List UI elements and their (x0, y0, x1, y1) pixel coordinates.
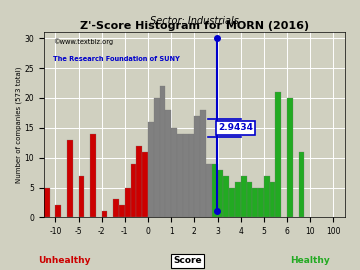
Text: 2.9434: 2.9434 (218, 123, 253, 132)
Bar (78, 176, 84, 217)
Bar (206, 164, 212, 217)
Bar (55, 205, 61, 217)
Bar (148, 122, 154, 217)
Bar (90, 134, 96, 217)
Bar (136, 146, 142, 217)
Bar (287, 98, 293, 217)
Bar (223, 176, 229, 217)
Bar (125, 188, 131, 217)
Bar (217, 170, 223, 217)
Text: Score: Score (173, 256, 202, 265)
Bar (183, 134, 189, 217)
Bar (159, 86, 165, 217)
Bar (264, 176, 270, 217)
Bar (229, 188, 235, 217)
Bar (258, 188, 264, 217)
Text: Sector: Industrials: Sector: Industrials (150, 16, 239, 26)
Bar (67, 140, 73, 217)
Bar (200, 110, 206, 217)
Bar (275, 92, 281, 217)
Bar (113, 200, 119, 217)
Text: The Research Foundation of SUNY: The Research Foundation of SUNY (53, 56, 180, 62)
Bar (194, 116, 200, 217)
Bar (119, 205, 125, 217)
Bar (189, 134, 194, 217)
Title: Z'-Score Histogram for MORN (2016): Z'-Score Histogram for MORN (2016) (80, 22, 309, 32)
Bar (212, 164, 217, 217)
Text: ©www.textbiz.org: ©www.textbiz.org (53, 38, 113, 45)
Text: Unhealthy: Unhealthy (39, 256, 91, 265)
Bar (165, 110, 171, 217)
Bar (252, 188, 258, 217)
Bar (270, 181, 275, 217)
Bar (102, 211, 108, 217)
Bar (247, 181, 252, 217)
Bar (44, 188, 50, 217)
Bar (154, 98, 159, 217)
Bar (171, 128, 177, 217)
Text: Healthy: Healthy (290, 256, 329, 265)
Y-axis label: Number of companies (573 total): Number of companies (573 total) (15, 67, 22, 183)
Bar (241, 176, 247, 217)
Bar (131, 164, 136, 217)
Bar (299, 152, 305, 217)
Bar (235, 181, 241, 217)
Bar (142, 152, 148, 217)
Bar (177, 134, 183, 217)
